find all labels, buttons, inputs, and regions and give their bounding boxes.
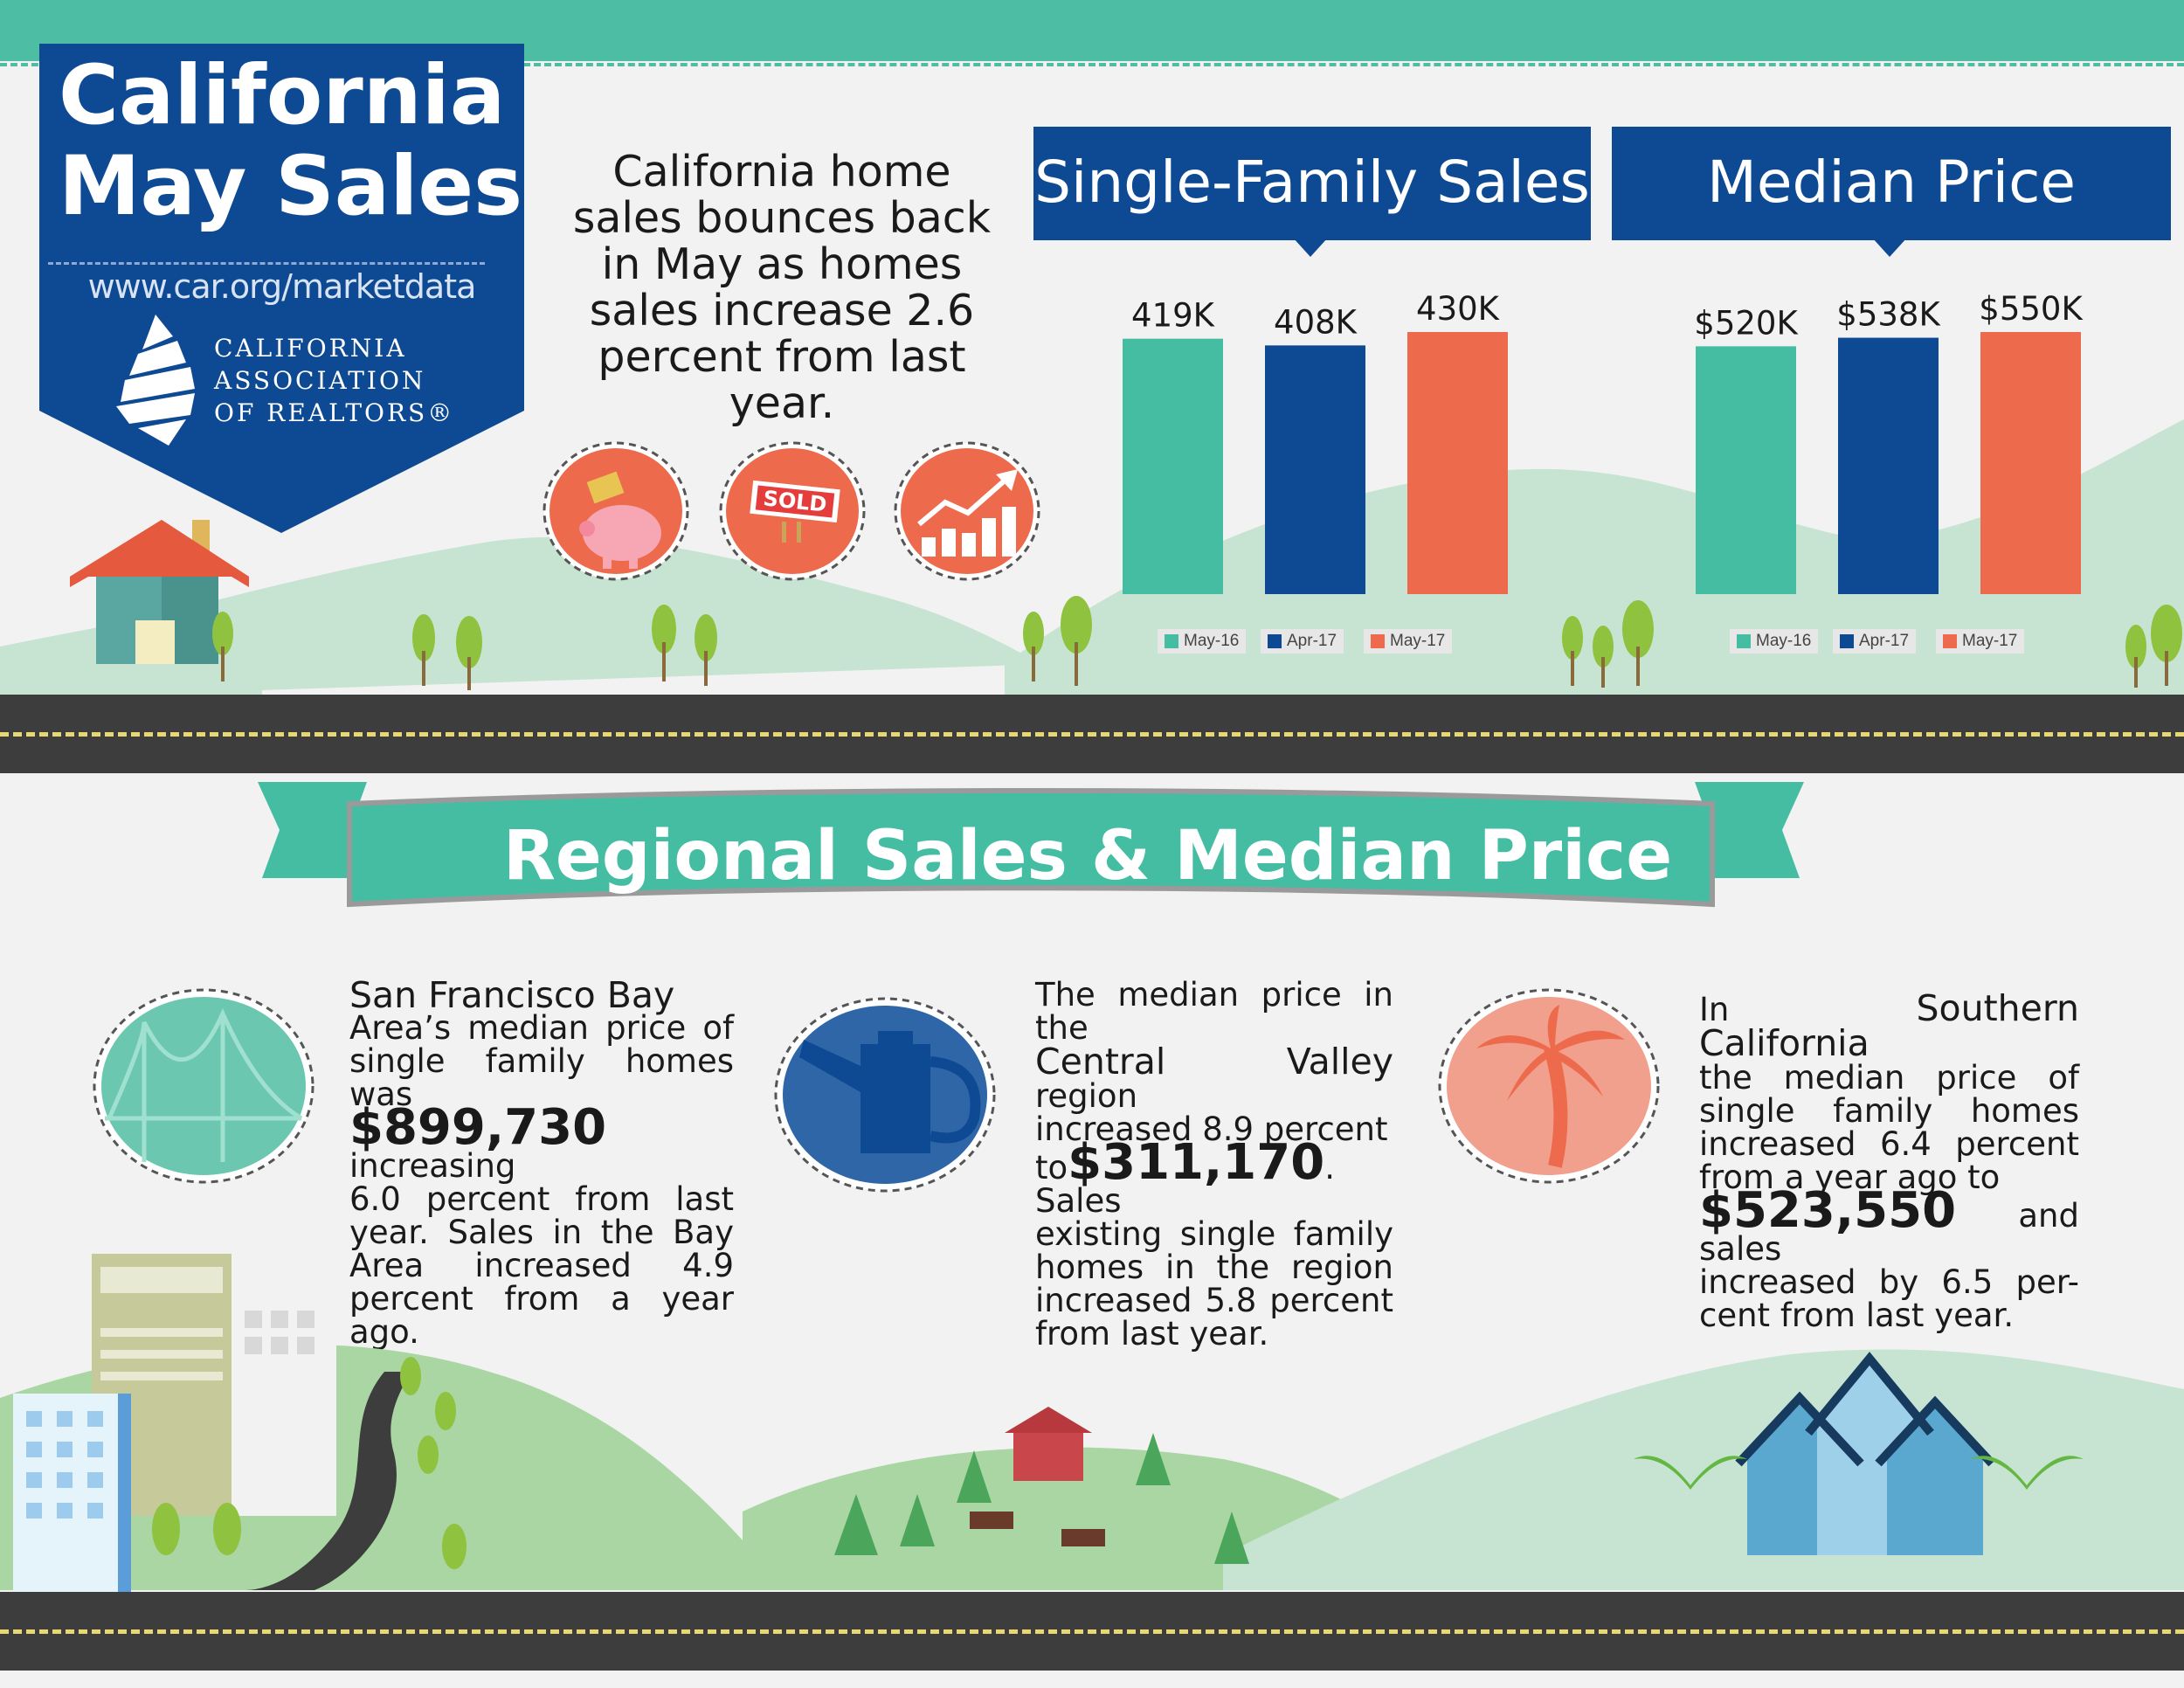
sales-chart-legend: May-16 Apr-17 May-17 — [1158, 629, 1594, 655]
lower-landscape — [0, 1254, 2184, 1595]
badge-url[interactable]: www.car.org/marketdata — [87, 267, 477, 306]
regional-title: Regional Sales & Median Price — [502, 817, 1673, 896]
sales-bar-chart: 419K 408K 430K — [1123, 290, 1508, 594]
price-chart-legend: May-16 Apr-17 May-17 — [1730, 629, 2167, 655]
bar-May-16 — [1123, 338, 1223, 594]
legend-swatch — [1268, 633, 1282, 648]
bar-May-17 — [1980, 332, 2081, 594]
palm-tree-circle-icon — [1438, 988, 1660, 1184]
sold-sign-icon: SOLD — [719, 441, 866, 581]
legend-item-May-17: May-17 — [1364, 629, 1453, 654]
price-chart-pointer — [1872, 238, 1907, 257]
bar-value-label: $550K — [1979, 290, 2084, 328]
sc-region-name: Southern California — [1699, 987, 2079, 1064]
sf-price-line: $899,730 increasing — [349, 1103, 734, 1185]
legend-swatch — [1840, 633, 1854, 648]
bar-value-label: $520K — [1694, 304, 1799, 342]
top-dotted-line — [0, 63, 2184, 66]
bar-Apr-17 — [1838, 337, 1939, 594]
badge-title-line2: May Sales — [59, 139, 523, 234]
price-bar-chart: $520K $538K $550K — [1694, 290, 2084, 594]
car-org-name: CALIFORNIA ASSOCIATION OF REALTORS® — [214, 332, 454, 429]
cv-price: $311,170 — [1068, 1134, 1325, 1191]
badge-separator — [48, 262, 485, 265]
legend-swatch — [1943, 633, 1957, 648]
bar-value-label: 408K — [1274, 303, 1358, 341]
legend-label: May-16 — [1184, 632, 1240, 650]
cv-text4: . Sales — [1035, 1149, 1335, 1220]
sf-region-text: San Francisco Bay Area’s median price of… — [349, 974, 734, 1351]
bar-value-label: 419K — [1131, 297, 1216, 335]
legend-label: Apr-17 — [1287, 632, 1337, 650]
watering-can-circle-icon — [774, 997, 996, 1193]
cv-text1: The median price in the — [1035, 976, 1393, 1047]
intro-icons: SOLD — [543, 441, 1040, 581]
cv-text2: region — [1035, 1077, 1138, 1115]
legend-item-Apr-17: Apr-17 — [1261, 629, 1344, 654]
legend-swatch — [1737, 633, 1751, 648]
sc-price: $523,550 — [1699, 1182, 1957, 1239]
legend-swatch — [1371, 633, 1385, 648]
sf-text3: 6.0 percent from last year. Sales in the… — [349, 1180, 734, 1351]
upper-trees — [212, 596, 2182, 690]
piggy-bank-icon — [543, 441, 689, 581]
legend-item-May-16: May-16 — [1158, 629, 1247, 654]
cv-to: to — [1035, 1149, 1068, 1186]
sales-chart-title: Single-Family Sales — [1033, 127, 1591, 240]
cv-text5: existing single family homes in the regi… — [1035, 1215, 1393, 1352]
legend-swatch — [1165, 633, 1178, 648]
sf-region-title: San Francisco Bay — [349, 974, 675, 1016]
bridge-circle-icon — [93, 988, 314, 1184]
legend-item-May-16: May-16 — [1730, 629, 1819, 654]
badge-title-line1: California — [59, 48, 506, 143]
badge-title: California May Sales — [39, 51, 524, 232]
sc-region-text: In Southern California the median price … — [1699, 991, 2079, 1334]
sf-text1: Area’s median price of single family hom… — [349, 1009, 734, 1113]
house-illustration — [70, 520, 249, 664]
org-line1: CALIFORNIA — [214, 334, 407, 363]
growth-chart-icon — [894, 441, 1040, 581]
cv-region-name: Central Valley — [1035, 1041, 1393, 1083]
org-line2: ASSOCIATION — [214, 366, 426, 395]
price-chart-title: Median Price — [1612, 127, 2171, 240]
cv-region-text: The median price in the Central Valley r… — [1035, 979, 1393, 1351]
legend-label: May-17 — [1390, 632, 1446, 650]
sales-chart-pointer — [1293, 238, 1328, 257]
legend-item-May-17: May-17 — [1936, 629, 2025, 654]
bar-May-16 — [1696, 346, 1796, 594]
legend-label: Apr-17 — [1859, 632, 1910, 650]
cv-text3: increased 8.9 percent — [1035, 1110, 1388, 1148]
legend-label: May-16 — [1756, 632, 1812, 650]
realtor-logo-icon — [116, 315, 195, 446]
bar-Apr-17 — [1265, 345, 1365, 594]
sc-text3: increased by 6.5 per-cent from last year… — [1699, 1263, 2079, 1334]
sf-text2: increasing — [349, 1147, 516, 1185]
legend-label: May-17 — [1962, 632, 2018, 650]
regional-ribbon — [258, 782, 1804, 908]
upper-road-line — [0, 732, 2184, 737]
sf-price: $899,730 — [349, 1099, 607, 1156]
lower-road-line — [0, 1629, 2184, 1634]
sc-text1: the median price of single family homes … — [1699, 1059, 2079, 1196]
sc-text2: and sales — [1699, 1197, 2079, 1268]
sc-pre: In — [1699, 991, 1917, 1028]
intro-text: California home sales bounces back in Ma… — [572, 147, 992, 428]
bar-value-label: 430K — [1416, 290, 1501, 328]
org-line3: OF REALTORS® — [214, 398, 455, 427]
legend-item-Apr-17: Apr-17 — [1833, 629, 1917, 654]
bar-value-label: $538K — [1836, 296, 1941, 334]
bar-May-17 — [1407, 332, 1508, 594]
